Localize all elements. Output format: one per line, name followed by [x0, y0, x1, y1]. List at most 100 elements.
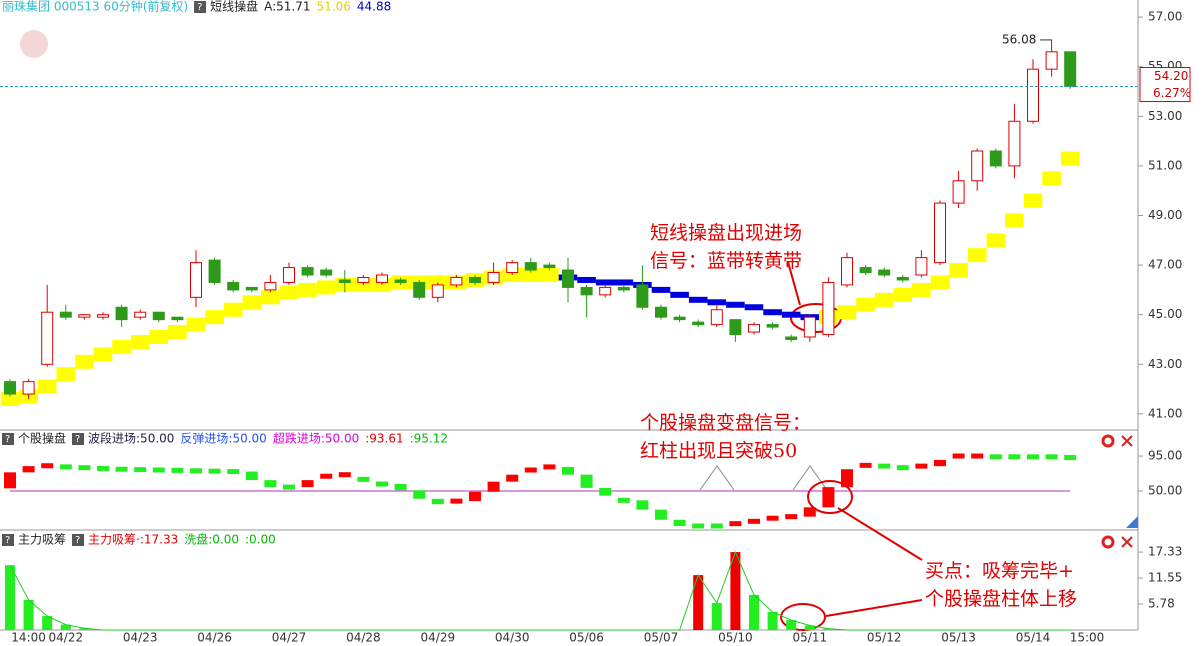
candle-body [487, 272, 500, 283]
candle-body [617, 286, 630, 291]
candle-body [413, 281, 426, 298]
band-step [112, 339, 131, 354]
x-tick-label: 05/12 [867, 631, 902, 645]
candle-body [506, 262, 519, 274]
annotation: 个股操盘变盘信号： [640, 412, 811, 434]
band-step [688, 296, 708, 303]
annotation: 买点：吸筹完毕+ [925, 560, 1074, 582]
signal-bar [171, 467, 184, 473]
signal-bar [636, 500, 649, 510]
help-mark: ? [75, 535, 80, 546]
candle-body [822, 281, 835, 336]
signal-bar [264, 480, 277, 488]
candle-body [636, 284, 649, 308]
legend-entry: A:51.71 [264, 0, 310, 14]
signal-bar [431, 498, 444, 505]
candle-body [971, 150, 984, 182]
signal-bar [320, 473, 333, 479]
signal-bar [1008, 454, 1021, 460]
signal-bar [413, 490, 426, 499]
band-step [1023, 193, 1043, 208]
signal-bar [841, 469, 853, 488]
candle-body [1008, 120, 1021, 167]
candle-body [803, 316, 816, 338]
accumulation-bar [42, 616, 53, 630]
help-mark: ? [197, 2, 202, 13]
signal-bar [152, 467, 165, 473]
y-tick-label: 49.00 [1148, 208, 1182, 222]
x-end-label: 15:00 [1070, 631, 1105, 645]
x-tick-label: 05/06 [569, 631, 604, 645]
accumulation-bar [79, 628, 90, 630]
x-tick-label: 04/30 [495, 631, 530, 645]
band-step [670, 291, 689, 298]
signal-bar [822, 487, 835, 508]
legend-entry: 短线操盘 [210, 0, 258, 14]
help-mark: ? [5, 535, 10, 546]
band-step [986, 233, 1006, 248]
band-step [837, 305, 857, 320]
candle-body [896, 276, 909, 281]
accumulation-bar [804, 625, 815, 630]
candle-body [134, 311, 147, 318]
y-tick-label: 57.00 [1148, 10, 1182, 24]
y-tick-label: 41.00 [1148, 406, 1182, 420]
candle-body [562, 269, 574, 288]
last-price-label: 54.20 [1154, 69, 1188, 83]
marker [699, 465, 735, 491]
settings-icon[interactable] [1101, 535, 1115, 549]
band-step [242, 295, 262, 310]
band-step [1005, 213, 1024, 228]
y-tick-label: 47.00 [1148, 258, 1182, 272]
signal-bar [301, 480, 314, 488]
candle-body [4, 381, 16, 395]
signal-bar [524, 467, 537, 473]
band-step [781, 311, 801, 318]
band-step [707, 299, 727, 306]
candle-body [1045, 51, 1058, 70]
accumulation-bar [23, 599, 34, 630]
candle-body [338, 279, 351, 283]
signal-bar [78, 465, 91, 471]
candle-body [394, 279, 407, 283]
settings-icon[interactable] [1101, 434, 1115, 448]
accumulation-line [9, 550, 1071, 631]
candle-body [376, 274, 388, 283]
signal-bar [283, 484, 295, 490]
band-step [614, 279, 634, 286]
signal-bar [729, 521, 742, 527]
signal-bar [989, 454, 1002, 460]
highlight-circle [807, 480, 853, 514]
signal-bar [878, 463, 891, 469]
accumulation-bar [730, 552, 741, 630]
y-tick-label: 43.00 [1148, 357, 1182, 371]
signal-bar [208, 468, 221, 474]
close-icon[interactable] [1121, 536, 1133, 548]
close-icon[interactable] [1121, 435, 1133, 447]
band-step [521, 268, 541, 283]
signal-bar [562, 466, 574, 475]
x-tick-label: 05/14 [1016, 631, 1051, 645]
candle-body [543, 264, 556, 269]
band-step [595, 279, 615, 286]
signal-bar [1064, 455, 1077, 461]
candle-body [190, 262, 202, 298]
arrow [825, 599, 923, 617]
accumulation-bar [749, 594, 759, 630]
candle-body [450, 276, 463, 286]
signal-bar [766, 515, 779, 521]
band-step [651, 286, 671, 293]
candle-body [41, 311, 54, 365]
signal-bar [394, 484, 407, 491]
band-step [912, 282, 931, 297]
help-box [194, 1, 207, 13]
signal-bar [41, 463, 54, 469]
candle-body [22, 381, 35, 395]
legend-entry: 波段进场:50.00 [88, 431, 174, 446]
candle-body [1064, 51, 1077, 88]
help-mark: ? [75, 434, 80, 445]
y-tick-label: 11.55 [1148, 571, 1182, 585]
candle-body [729, 319, 742, 336]
